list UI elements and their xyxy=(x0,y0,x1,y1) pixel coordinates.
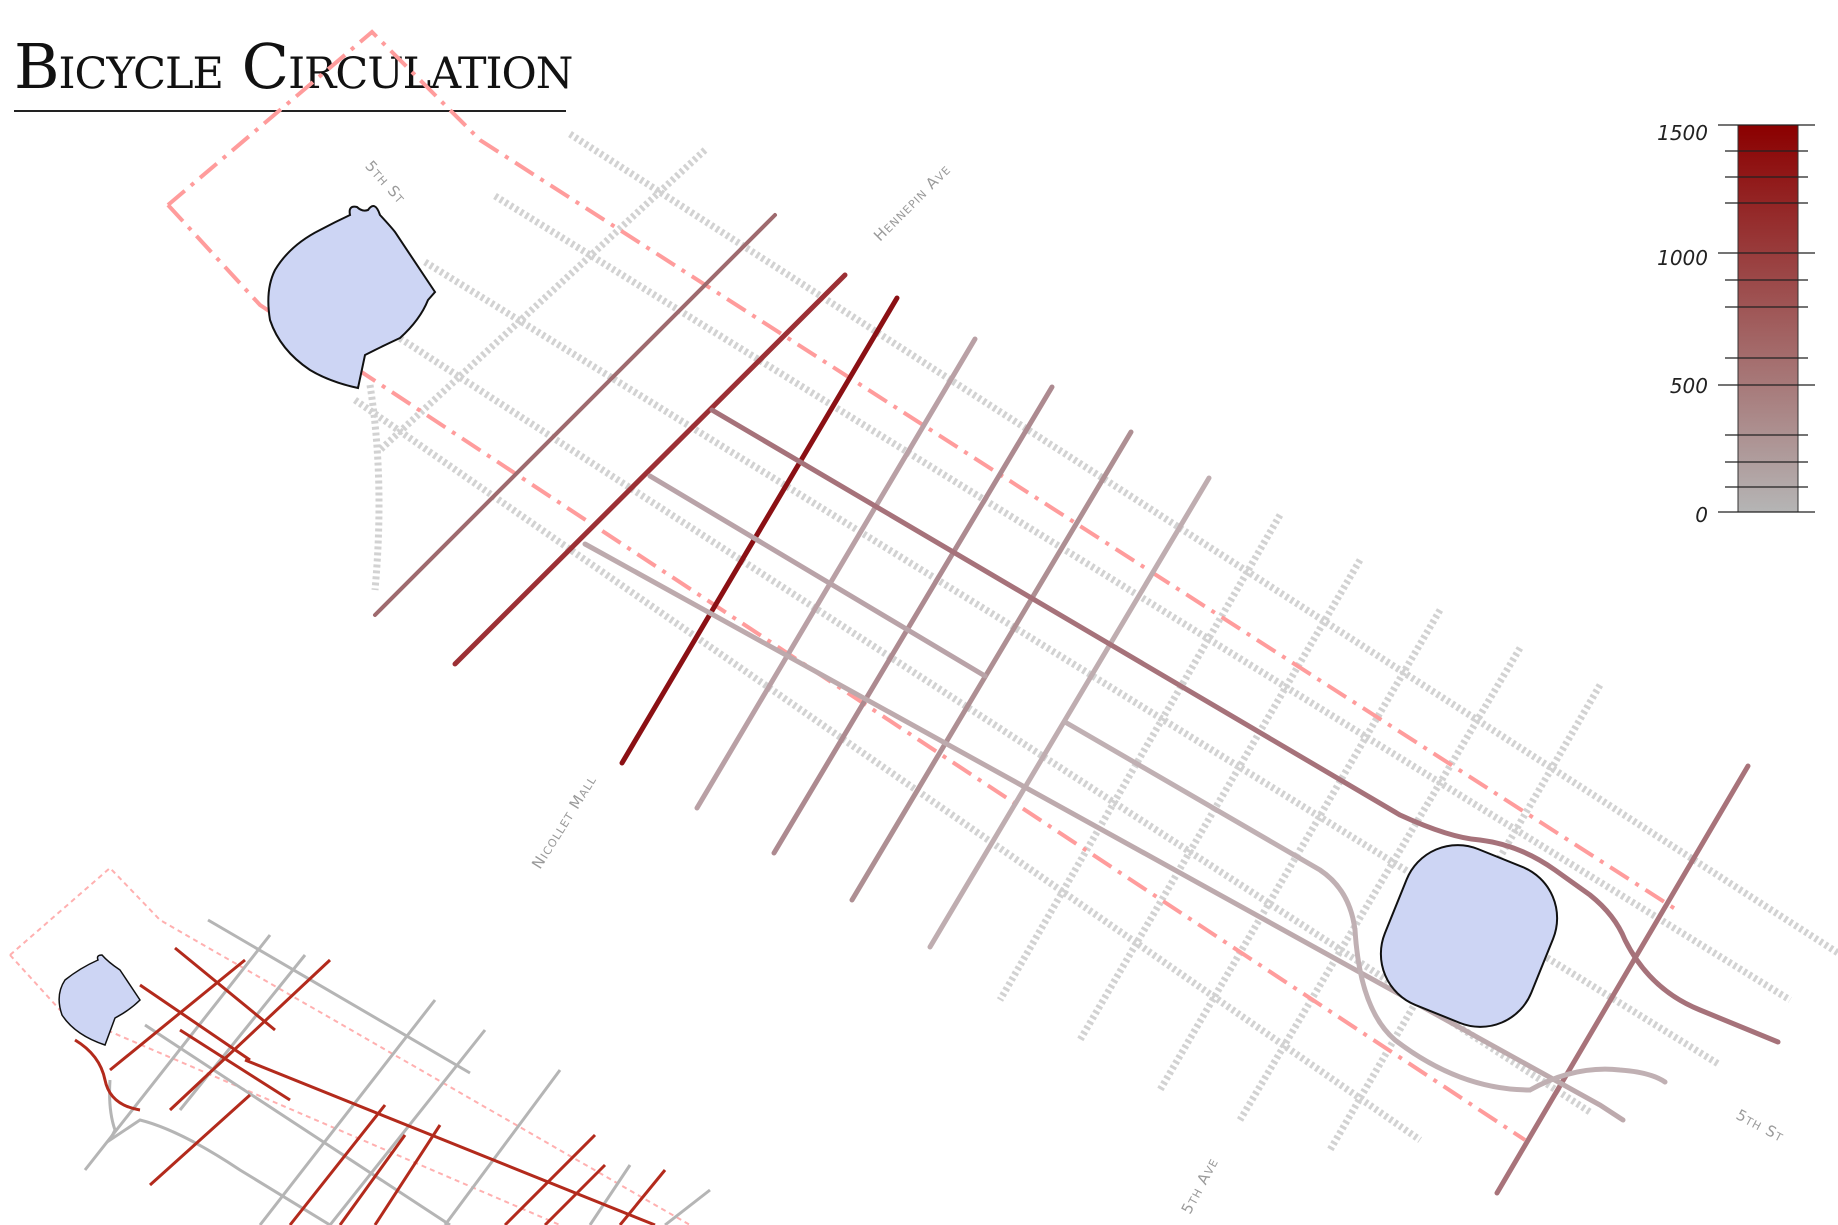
title-underline xyxy=(14,110,566,112)
inset-gray-streets xyxy=(83,918,711,1225)
legend-label-1000: 1000 xyxy=(1657,246,1708,270)
street-ne-5 xyxy=(771,384,1055,856)
legend: 1500 1000 500 0 xyxy=(1657,121,1815,527)
street-se-middle xyxy=(647,473,988,679)
legend-label-1500: 1500 xyxy=(1657,121,1708,145)
street-se-loop xyxy=(1062,719,1668,1093)
street-label-5th-st-bottom: 5th St xyxy=(1733,1106,1787,1146)
park-northwest xyxy=(267,205,437,390)
street-ne-8 xyxy=(1494,763,1751,1196)
street-se-top xyxy=(709,407,1781,1045)
inset-map xyxy=(9,866,711,1225)
street-hennepin xyxy=(619,295,900,766)
street-label-5th-st-top: 5th St xyxy=(361,157,409,207)
legend-tick-marks xyxy=(1718,124,1815,513)
street-ne-4 xyxy=(694,336,978,811)
street-se-lower xyxy=(582,541,1626,1123)
street-ne-1 xyxy=(373,213,777,617)
se-streets xyxy=(582,407,1781,1123)
ne-streets xyxy=(373,213,1751,1196)
street-ne-6 xyxy=(849,429,1134,903)
inset-red-streets xyxy=(74,946,667,1225)
page-title: Bicycle Circulation xyxy=(14,30,573,103)
legend-gradient-bar xyxy=(1737,124,1799,513)
street-label-nicollet: Nicollet Mall xyxy=(528,772,600,872)
dashed-route-outline xyxy=(166,29,1682,1142)
inset-park-icon xyxy=(58,954,141,1046)
street-ne-2 xyxy=(452,272,848,667)
legend-label-0: 0 xyxy=(1695,503,1708,527)
park-southeast xyxy=(1379,844,1559,1028)
street-label-hennepin: Hennepin Ave xyxy=(870,161,954,245)
street-label-5th-ave: 5th Ave xyxy=(1178,1155,1223,1217)
street-ne-7 xyxy=(927,475,1212,950)
legend-label-500: 500 xyxy=(1670,374,1708,398)
inset-dashed-outline xyxy=(9,866,691,1225)
background-street-grid xyxy=(353,131,1838,1152)
